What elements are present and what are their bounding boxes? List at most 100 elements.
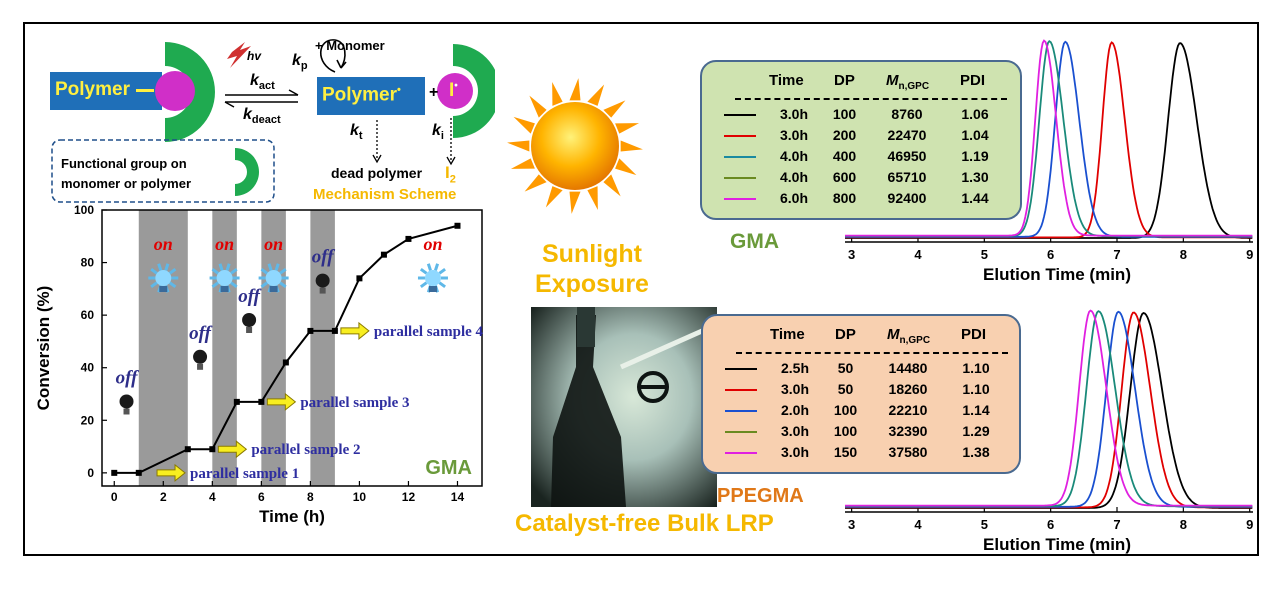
off-label: off [116, 367, 139, 388]
polymer-radical-label: Polymer• [322, 84, 401, 106]
sun-ray [524, 174, 547, 192]
hv-label: hv [247, 49, 262, 63]
x-tick-label: 2 [160, 490, 167, 504]
lamp-ray [434, 263, 440, 271]
gma-header-mn: Mn,GPC [886, 72, 930, 92]
monomer-label: + Monomer [315, 38, 385, 53]
ki-label: ki [432, 122, 444, 143]
on-label: on [154, 234, 173, 254]
cell-dp: 150 [833, 444, 858, 460]
yellow-arrow [217, 440, 248, 459]
lamp-ray [168, 281, 177, 289]
x-tick-label: 4 [914, 517, 922, 532]
sunlight-line2: Exposure [535, 270, 649, 298]
cell-pdi: 1.44 [961, 190, 989, 206]
data-point [454, 222, 461, 229]
ppegma-table: Time DP Mn,GPC PDI 2.5h 50 14480 1.10 3.0h 50… [701, 314, 1021, 474]
parallel-sample-label: parallel sample 4 [374, 324, 484, 340]
sunlight-line1: Sunlight [542, 240, 642, 268]
data-point [356, 275, 363, 282]
cell-time: 3.0h [780, 444, 809, 460]
x-tick-label: 3 [848, 247, 855, 262]
cell-mn: 8760 [891, 106, 923, 122]
cell-mn: 22210 [888, 402, 928, 418]
data-point [209, 446, 216, 453]
on-label: on [264, 234, 283, 254]
functional-group-line2: monomer or polymer [61, 176, 192, 191]
sun-ray [569, 78, 581, 101]
lamp-ray [150, 267, 158, 275]
cell-mn: 22470 [887, 127, 927, 143]
cell-dp: 400 [832, 148, 857, 164]
green-half-ring-small [235, 148, 259, 196]
cell-pdi: 1.19 [961, 148, 989, 164]
legend-line [724, 135, 756, 137]
lamp-base-off [319, 287, 326, 294]
functional-group-line1: Functional group on [61, 156, 187, 171]
gpc-chart-gma: 3 4 5 6 7 8 9 Elution Time (min) [845, 39, 1253, 284]
x-tick-label: 12 [402, 490, 416, 504]
cell-dp: 100 [833, 402, 858, 418]
gma-label: GMA [730, 230, 779, 253]
lamp-ray [279, 267, 287, 275]
sunlight-exposure-label: Sunlight Exposure [532, 239, 652, 299]
lamp-ray [225, 263, 231, 271]
plot-frame [101, 209, 483, 487]
sun-icon [507, 78, 643, 214]
lamp-base-off [246, 327, 253, 333]
mechanism-title: Mechanism Scheme [313, 186, 457, 203]
cell-time: 3.0h [779, 106, 808, 122]
polymer-label: Polymer [55, 79, 130, 100]
lamp-ray [211, 267, 219, 275]
legend-line [724, 198, 756, 200]
cell-pdi: 1.29 [962, 423, 990, 439]
data-point [258, 398, 265, 405]
gma-header-pdi: PDI [960, 72, 986, 89]
yellow-arrow [156, 463, 186, 482]
functional-group-box [51, 139, 275, 203]
gma-table: Time DP Mn,GPC PDI 3.0h 100 8760 1.06 3.0h 20… [700, 60, 1022, 220]
on-label: on [215, 234, 234, 254]
flask-photo [531, 307, 717, 507]
lamp-ray [168, 267, 177, 275]
lamp-base-off [197, 363, 204, 370]
x-tick-label: 4 [914, 247, 922, 262]
legend-line [725, 368, 757, 370]
ppegma-header-dp: DP [835, 326, 856, 343]
conversion-chart: 0 2 4 6 8 10 12 14 0 20 40 60 80 100 Time (h) Conversio… [34, 203, 484, 526]
gma-header-dp: DP [834, 72, 855, 89]
legend-line [725, 452, 757, 454]
sun-ray [529, 95, 547, 118]
x-tick-label: 14 [451, 490, 465, 504]
gpc-trace [845, 39, 1253, 237]
x-tick-label: 9 [1246, 517, 1253, 532]
lamp-on-icon [417, 263, 448, 293]
lamp-ray [279, 281, 287, 289]
cell-time: 2.0h [780, 402, 809, 418]
polymer-radical-block [317, 77, 425, 115]
lamp-ray [150, 281, 158, 289]
dark-period-band [261, 210, 286, 486]
sun-ray [603, 100, 626, 118]
yellow-arrow [340, 321, 370, 340]
cell-pdi: 1.10 [962, 360, 990, 376]
sun-ray [545, 186, 563, 208]
cell-dp: 50 [837, 360, 854, 376]
y-tick-label: 60 [81, 308, 95, 322]
x-tick-label: 7 [1113, 517, 1120, 532]
lamp-off-icon [315, 273, 330, 294]
x-axis-label: Elution Time (min) [983, 535, 1131, 554]
lamp-base [220, 286, 229, 292]
gma-header-divider [735, 98, 1007, 100]
y-tick-label: 100 [74, 203, 94, 217]
kact-label: kact [250, 72, 275, 93]
lamp-ray [230, 281, 238, 289]
lamp-on-icon [258, 263, 289, 293]
legend-line [724, 156, 756, 158]
lamp-base [428, 286, 437, 292]
lamp-base [269, 286, 278, 292]
parallel-sample-label: parallel sample 2 [251, 442, 360, 458]
lamp-off-icon [193, 349, 208, 370]
lamp-on-icon [209, 263, 240, 293]
lamp-ray [157, 263, 163, 271]
